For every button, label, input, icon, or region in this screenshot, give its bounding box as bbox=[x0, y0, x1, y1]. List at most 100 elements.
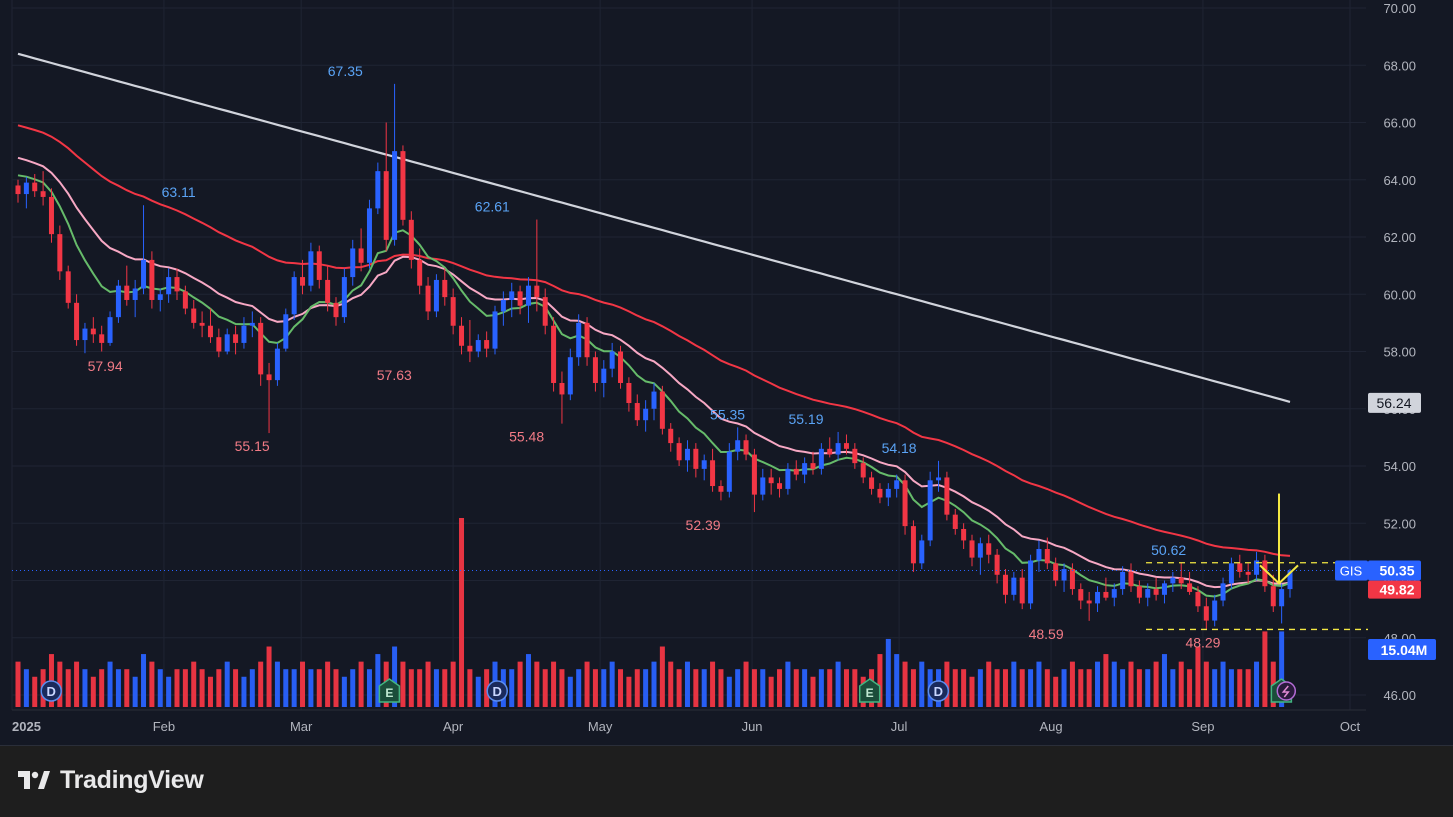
volume-bar bbox=[1019, 669, 1025, 707]
candle-body bbox=[141, 259, 147, 289]
candle-body bbox=[1053, 563, 1059, 581]
x-tick-label: 2025 bbox=[12, 719, 41, 734]
candle-body bbox=[74, 302, 80, 341]
volume-bar bbox=[726, 676, 732, 707]
candle-body bbox=[207, 325, 213, 338]
candle-body bbox=[977, 543, 983, 558]
candle-body bbox=[818, 448, 824, 469]
volume-bar bbox=[182, 669, 188, 707]
candle-body bbox=[132, 288, 138, 300]
candle-body bbox=[1237, 563, 1243, 572]
volume-bar bbox=[166, 676, 172, 707]
split-marker-icon bbox=[1281, 685, 1290, 698]
volume-bar bbox=[308, 669, 314, 707]
candle-body bbox=[316, 251, 322, 280]
volume-bar bbox=[233, 669, 239, 707]
candle-body bbox=[182, 291, 188, 309]
candle-body bbox=[459, 325, 465, 346]
candle-body bbox=[392, 151, 398, 240]
y-tick-label: 52.00 bbox=[1383, 516, 1416, 531]
volume-bar bbox=[1203, 661, 1209, 707]
volume-bar bbox=[400, 661, 406, 707]
dividend-marker bbox=[40, 680, 62, 702]
volume-bar bbox=[659, 646, 665, 707]
tradingview-logo[interactable]: TradingView bbox=[16, 766, 204, 795]
price-annotation: 48.59 bbox=[1029, 626, 1064, 642]
volume-bar bbox=[777, 669, 783, 707]
price-chart[interactable]: 46.0048.0050.0052.0054.0056.0058.0060.00… bbox=[0, 0, 1453, 745]
earnings-marker-label: E bbox=[866, 686, 874, 700]
x-axis: 2025 Feb Mar Apr May Jun Jul Aug Sep Oct bbox=[11, 0, 1360, 734]
volume-bar bbox=[1170, 669, 1176, 707]
candle-body bbox=[500, 299, 506, 312]
earnings-marker bbox=[378, 678, 401, 703]
volume-bar bbox=[1145, 669, 1151, 707]
candle-body bbox=[99, 334, 105, 343]
candle-body bbox=[1161, 583, 1167, 595]
ema50-badge-label: 49.82 bbox=[1379, 582, 1414, 598]
x-tick-label: Aug bbox=[1039, 719, 1062, 734]
candle-body bbox=[701, 460, 707, 469]
volume-bar bbox=[668, 661, 674, 707]
candles bbox=[15, 83, 1293, 630]
candle-body bbox=[115, 285, 121, 318]
candle-body bbox=[107, 317, 113, 343]
candle-body bbox=[986, 543, 992, 555]
volume-bar bbox=[467, 669, 473, 707]
last-price-badge-label: 50.35 bbox=[1379, 562, 1414, 578]
candle-body bbox=[233, 334, 239, 343]
candle-body bbox=[1103, 591, 1109, 598]
dividend-marker bbox=[486, 680, 508, 702]
volume-bar bbox=[810, 676, 816, 707]
volume-bar bbox=[224, 661, 230, 707]
candle-body bbox=[994, 554, 1000, 575]
dividend-marker-label: D bbox=[934, 684, 943, 699]
volume-bar bbox=[157, 669, 163, 707]
volume-bar bbox=[124, 669, 130, 707]
volume-bar bbox=[1187, 669, 1193, 707]
volume-bar bbox=[1254, 661, 1260, 707]
volume-bar bbox=[567, 676, 573, 707]
candle-body bbox=[417, 259, 423, 286]
volume-bar bbox=[760, 669, 766, 707]
volume-bar bbox=[718, 669, 724, 707]
volume-bar bbox=[1237, 669, 1243, 707]
volume-bar bbox=[735, 669, 741, 707]
volume-bar bbox=[534, 661, 540, 707]
volume-bar bbox=[316, 669, 322, 707]
volume-bar bbox=[877, 654, 883, 707]
candle-body bbox=[542, 297, 548, 326]
candle-body bbox=[793, 468, 799, 475]
x-tick-label: Jun bbox=[742, 719, 763, 734]
candle-body bbox=[492, 311, 498, 349]
volume-bar bbox=[684, 661, 690, 707]
volume-bar bbox=[408, 669, 414, 707]
candle-body bbox=[668, 428, 674, 444]
volume-bar bbox=[1212, 669, 1218, 707]
volume-bar bbox=[994, 669, 1000, 707]
candle-body bbox=[433, 279, 439, 312]
price-badges: 56.24 GIS 50.35 49.82 15.04M bbox=[1335, 392, 1436, 660]
volume-bar bbox=[442, 669, 448, 707]
volume-bar bbox=[743, 661, 749, 707]
candle-body bbox=[869, 477, 875, 489]
volume-bar bbox=[417, 669, 423, 707]
volume-bar bbox=[249, 669, 255, 707]
candle-body bbox=[509, 291, 515, 300]
candle-body bbox=[484, 340, 490, 349]
volume-bar bbox=[57, 661, 63, 707]
dividend-marker-label: D bbox=[47, 684, 56, 699]
price-annotation: 50.62 bbox=[1151, 542, 1186, 558]
candle-body bbox=[1187, 583, 1193, 592]
candle-body bbox=[366, 208, 372, 263]
candle-body bbox=[149, 259, 155, 300]
volume-bar bbox=[785, 661, 791, 707]
volume-bar bbox=[1011, 661, 1017, 707]
y-tick-label: 60.00 bbox=[1383, 287, 1416, 302]
candle-body bbox=[283, 314, 289, 349]
chart-area[interactable]: 46.0048.0050.0052.0054.0056.0058.0060.00… bbox=[0, 0, 1453, 746]
volume-bar bbox=[23, 669, 29, 707]
split-marker bbox=[1276, 681, 1297, 701]
price-annotation: 54.18 bbox=[882, 440, 917, 456]
price-annotation: 63.11 bbox=[162, 184, 196, 200]
